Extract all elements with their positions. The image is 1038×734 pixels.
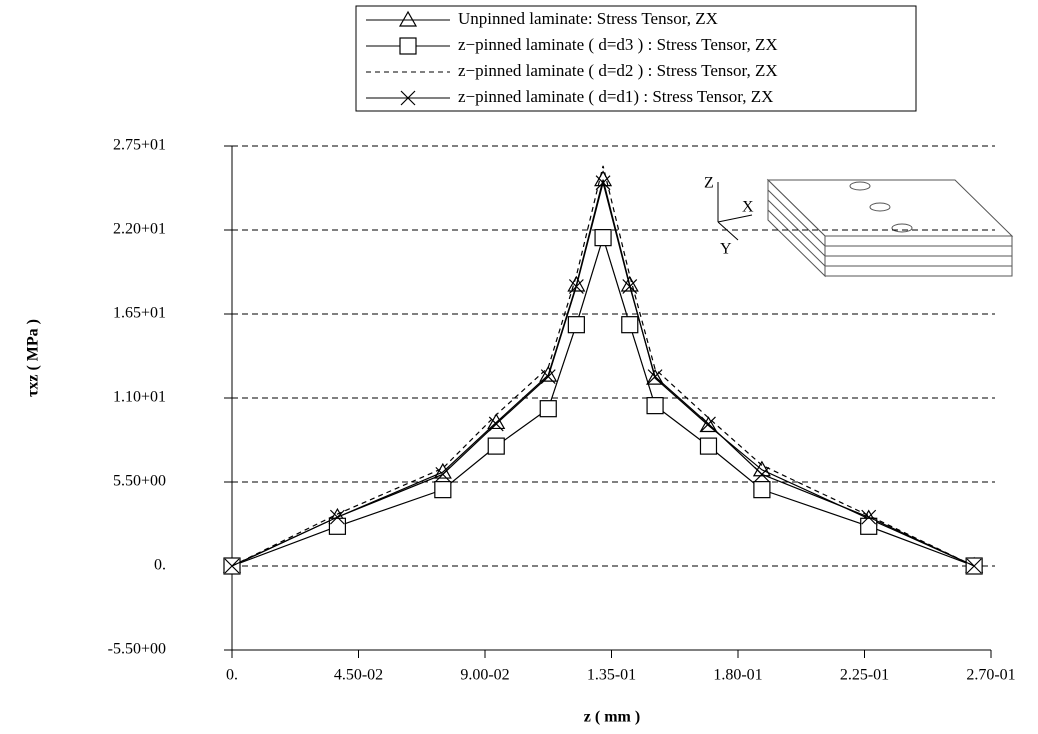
y-tick-label: 1.10+01 xyxy=(113,389,166,406)
x-axis-title: z ( mm ) xyxy=(584,709,640,726)
cross-marker xyxy=(595,175,611,191)
y-tick-label: 5.50+00 xyxy=(113,473,166,490)
series-line xyxy=(231,179,975,567)
triangle-marker xyxy=(487,413,506,430)
axis-label-x: X xyxy=(742,199,754,216)
triangle-marker xyxy=(620,275,639,292)
y-tick-label: -5.50+00 xyxy=(108,641,166,658)
cross-marker xyxy=(754,466,770,482)
cross-marker xyxy=(400,90,416,106)
cross-marker xyxy=(647,369,663,385)
square-marker xyxy=(328,517,347,535)
square-marker xyxy=(434,481,452,499)
x-tick-label: 4.50-02 xyxy=(334,667,383,684)
x-tick-label: 2.25-01 xyxy=(840,667,889,684)
cross-marker xyxy=(701,416,716,432)
triangle-marker xyxy=(699,416,718,433)
x-tick-label: 2.70-01 xyxy=(966,667,1015,684)
y-tick-label: 2.20+01 xyxy=(113,221,166,238)
triangle-marker xyxy=(646,368,665,385)
legend-label: z−pinned laminate ( d=d3 ) : Stress Tens… xyxy=(458,35,778,54)
y-axis-title: τxz ( MPa ) xyxy=(25,319,42,397)
cross-marker xyxy=(488,416,504,432)
cross-marker xyxy=(966,558,982,574)
square-marker xyxy=(567,316,585,334)
square-marker xyxy=(487,437,505,455)
laminate-inset xyxy=(717,178,1014,278)
triangle-marker xyxy=(752,460,771,477)
triangle-marker xyxy=(398,10,418,27)
axis-label-y: Y xyxy=(720,241,732,258)
triangle-marker xyxy=(539,365,558,382)
legend-box xyxy=(355,5,917,112)
cross-marker xyxy=(435,466,451,482)
cross-marker xyxy=(568,279,584,294)
square-marker xyxy=(594,229,612,247)
y-tick-label: 0. xyxy=(154,557,166,574)
triangle-marker xyxy=(567,275,586,292)
x-tick-label: 0. xyxy=(226,667,238,684)
square-marker xyxy=(753,481,771,499)
cross-marker xyxy=(224,558,240,574)
square-marker xyxy=(860,517,878,535)
square-marker xyxy=(699,437,718,455)
x-tick-label: 1.80-01 xyxy=(713,667,762,684)
square-marker xyxy=(399,37,417,55)
legend-label: z−pinned laminate ( d=d1) : Stress Tenso… xyxy=(458,87,773,106)
y-tick-label: 2.75+01 xyxy=(113,137,166,154)
square-marker xyxy=(621,316,639,334)
legend-label: Unpinned laminate: Stress Tensor, ZX xyxy=(458,9,718,28)
cross-marker xyxy=(329,509,345,525)
series-line xyxy=(231,235,975,567)
square-marker xyxy=(539,400,557,418)
x-tick-label: 1.35-01 xyxy=(587,667,636,684)
cross-marker xyxy=(861,509,877,525)
cross-marker xyxy=(540,369,556,385)
x-tick-label: 9.00-02 xyxy=(460,667,509,684)
square-marker xyxy=(646,397,664,415)
y-tick-label: 1.65+01 xyxy=(113,305,166,322)
cross-marker xyxy=(622,279,638,294)
series-line xyxy=(231,165,975,567)
axis-label-z: Z xyxy=(704,175,714,192)
legend-label: z−pinned laminate ( d=d2 ) : Stress Tens… xyxy=(458,61,778,80)
